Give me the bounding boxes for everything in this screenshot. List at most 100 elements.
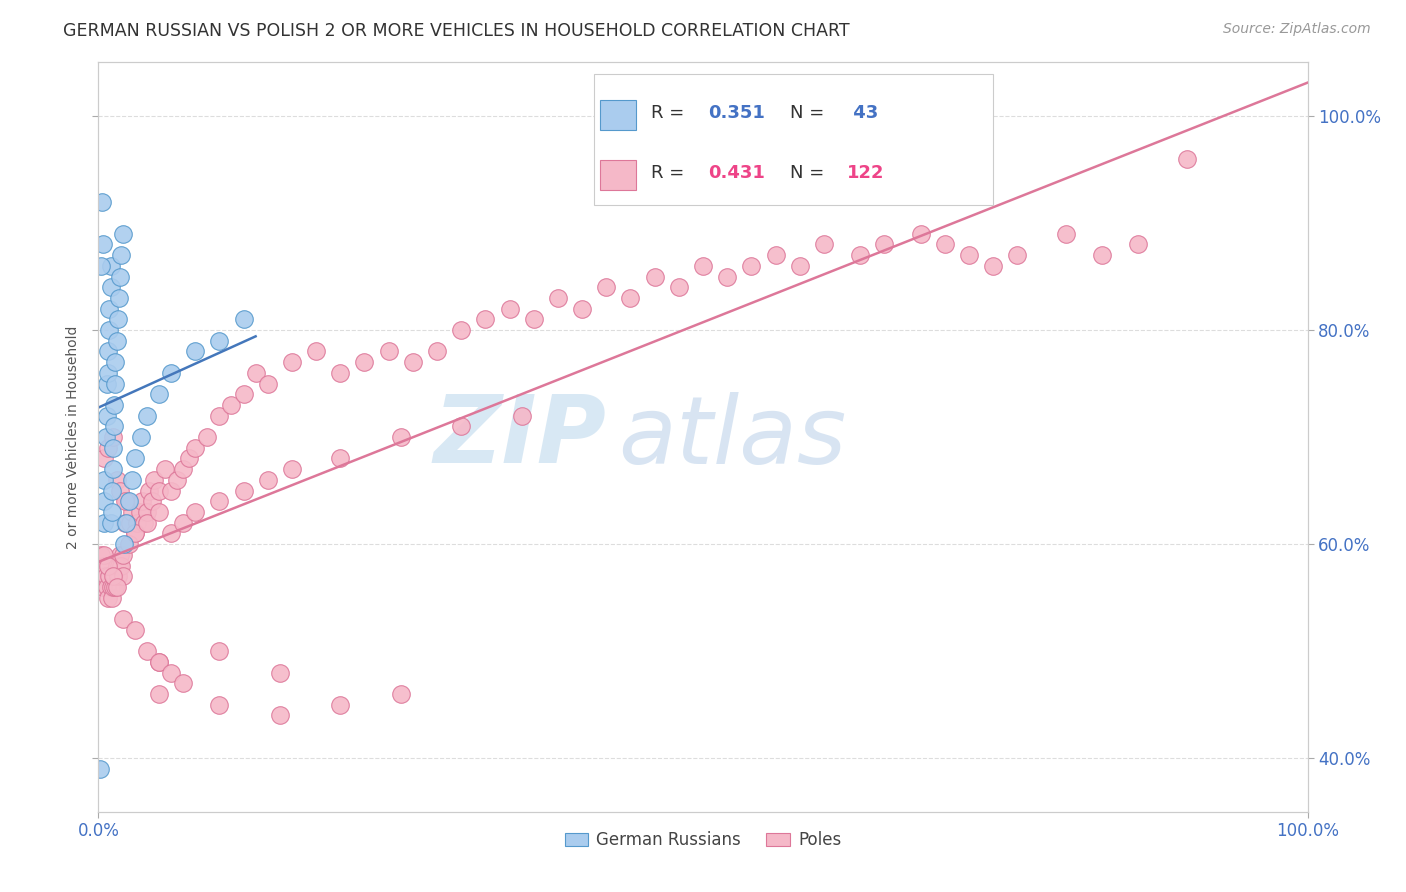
Point xyxy=(91,237,114,252)
Point xyxy=(93,548,115,562)
Point xyxy=(97,591,120,605)
Point xyxy=(114,516,136,530)
Point xyxy=(97,366,120,380)
Point xyxy=(108,269,131,284)
Point xyxy=(269,708,291,723)
Text: R =: R = xyxy=(651,164,690,182)
Point xyxy=(97,344,120,359)
Point xyxy=(114,494,136,508)
Point xyxy=(166,473,188,487)
Point xyxy=(100,280,122,294)
Point xyxy=(148,483,170,498)
Point xyxy=(100,259,122,273)
Point xyxy=(389,687,412,701)
Text: 43: 43 xyxy=(846,104,879,122)
Point xyxy=(179,451,201,466)
Point xyxy=(957,248,980,262)
Point xyxy=(208,698,231,712)
Text: N =: N = xyxy=(790,164,830,182)
Point xyxy=(105,334,128,348)
Point xyxy=(90,548,112,562)
Point xyxy=(100,580,122,594)
Text: 0.351: 0.351 xyxy=(707,104,765,122)
Point xyxy=(134,516,156,530)
Bar xyxy=(600,160,637,190)
Point xyxy=(1054,227,1077,241)
Point xyxy=(118,516,141,530)
Point xyxy=(256,473,278,487)
Point xyxy=(101,462,124,476)
Point xyxy=(172,462,194,476)
Point xyxy=(619,291,641,305)
Point xyxy=(138,483,160,498)
Point xyxy=(184,869,207,883)
Point xyxy=(93,451,115,466)
Point xyxy=(97,558,120,573)
Point xyxy=(93,558,115,573)
Point xyxy=(402,355,425,369)
Point xyxy=(135,505,157,519)
Point xyxy=(692,259,714,273)
Point xyxy=(121,473,143,487)
Point xyxy=(103,569,125,583)
Point xyxy=(377,344,399,359)
Point xyxy=(160,366,183,380)
Point xyxy=(981,259,1004,273)
Point xyxy=(91,569,114,583)
Point xyxy=(208,334,231,348)
Point xyxy=(232,387,254,401)
Text: 122: 122 xyxy=(846,164,884,182)
Point xyxy=(353,355,375,369)
Point xyxy=(184,344,207,359)
Point xyxy=(93,494,115,508)
Point xyxy=(498,301,520,316)
Point xyxy=(98,323,121,337)
Point xyxy=(148,387,170,401)
Point xyxy=(195,858,218,872)
Point xyxy=(115,516,138,530)
Bar xyxy=(600,100,637,130)
Point xyxy=(765,248,787,262)
Point xyxy=(195,430,218,444)
Point xyxy=(716,269,738,284)
Point xyxy=(108,291,131,305)
Point xyxy=(208,409,231,423)
Point xyxy=(111,548,134,562)
Point xyxy=(172,676,194,690)
Point xyxy=(305,344,328,359)
Point xyxy=(153,462,176,476)
Point xyxy=(110,558,132,573)
Point xyxy=(644,269,666,284)
Point xyxy=(96,580,118,594)
Point xyxy=(1175,152,1198,166)
Point xyxy=(105,558,128,573)
Point xyxy=(269,665,291,680)
Point xyxy=(124,623,146,637)
Point xyxy=(208,494,231,508)
Point xyxy=(245,366,267,380)
Point xyxy=(595,280,617,294)
Point xyxy=(789,259,811,273)
Point xyxy=(232,483,254,498)
Point xyxy=(668,280,690,294)
FancyBboxPatch shape xyxy=(595,74,993,205)
Point xyxy=(281,355,304,369)
Point xyxy=(450,419,472,434)
Point xyxy=(108,558,131,573)
Point xyxy=(96,376,118,391)
Point xyxy=(184,441,207,455)
Point xyxy=(105,580,128,594)
Point xyxy=(100,483,122,498)
Point xyxy=(129,430,152,444)
Point xyxy=(124,526,146,541)
Point xyxy=(108,483,131,498)
Point xyxy=(121,505,143,519)
Point xyxy=(91,580,114,594)
Y-axis label: 2 or more Vehicles in Household: 2 or more Vehicles in Household xyxy=(66,326,80,549)
Point xyxy=(329,366,352,380)
Point xyxy=(124,526,146,541)
Point xyxy=(849,248,872,262)
Point xyxy=(100,591,122,605)
Point xyxy=(110,248,132,262)
Point xyxy=(474,312,496,326)
